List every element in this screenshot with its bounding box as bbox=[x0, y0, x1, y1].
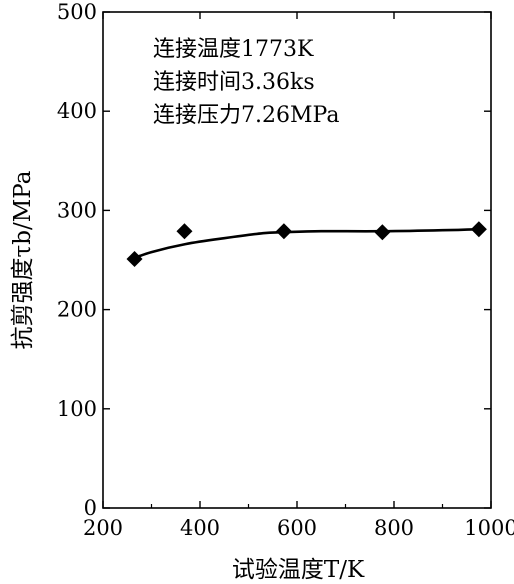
data-points bbox=[126, 221, 487, 268]
x-tick-label: 800 bbox=[374, 516, 414, 540]
x-tick-label: 1000 bbox=[464, 516, 514, 540]
annotation-temperature: 连接温度1773K bbox=[153, 37, 314, 62]
x-tick-label: 600 bbox=[277, 516, 317, 540]
data-point-4 bbox=[470, 221, 487, 238]
y-axis-label: 抗剪强度τb/MPa bbox=[10, 170, 36, 349]
y-tick-label: 500 bbox=[57, 0, 97, 24]
y-tick-label: 0 bbox=[84, 496, 97, 520]
annotation-pressure: 连接压力7.26MPa bbox=[153, 103, 339, 128]
x-axis-label: 试验温度T/K bbox=[232, 557, 365, 583]
data-point-2 bbox=[275, 223, 292, 240]
data-point-3 bbox=[374, 224, 391, 241]
x-tick-label: 200 bbox=[83, 516, 123, 540]
y-tick-label: 300 bbox=[57, 198, 97, 222]
data-point-0 bbox=[126, 251, 143, 268]
y-tick-label: 400 bbox=[57, 99, 97, 123]
annotation-time: 连接时间3.36ks bbox=[153, 70, 315, 95]
y-tick-label: 100 bbox=[57, 397, 97, 421]
tick-labels: 200 400 600 800 1000 0 100 200 300 400 500 bbox=[57, 0, 514, 540]
data-point-1 bbox=[176, 223, 193, 240]
y-tick-label: 200 bbox=[57, 298, 97, 322]
axis-ticks bbox=[102, 11, 492, 509]
trend-line bbox=[134, 227, 479, 260]
x-tick-label: 400 bbox=[180, 516, 220, 540]
